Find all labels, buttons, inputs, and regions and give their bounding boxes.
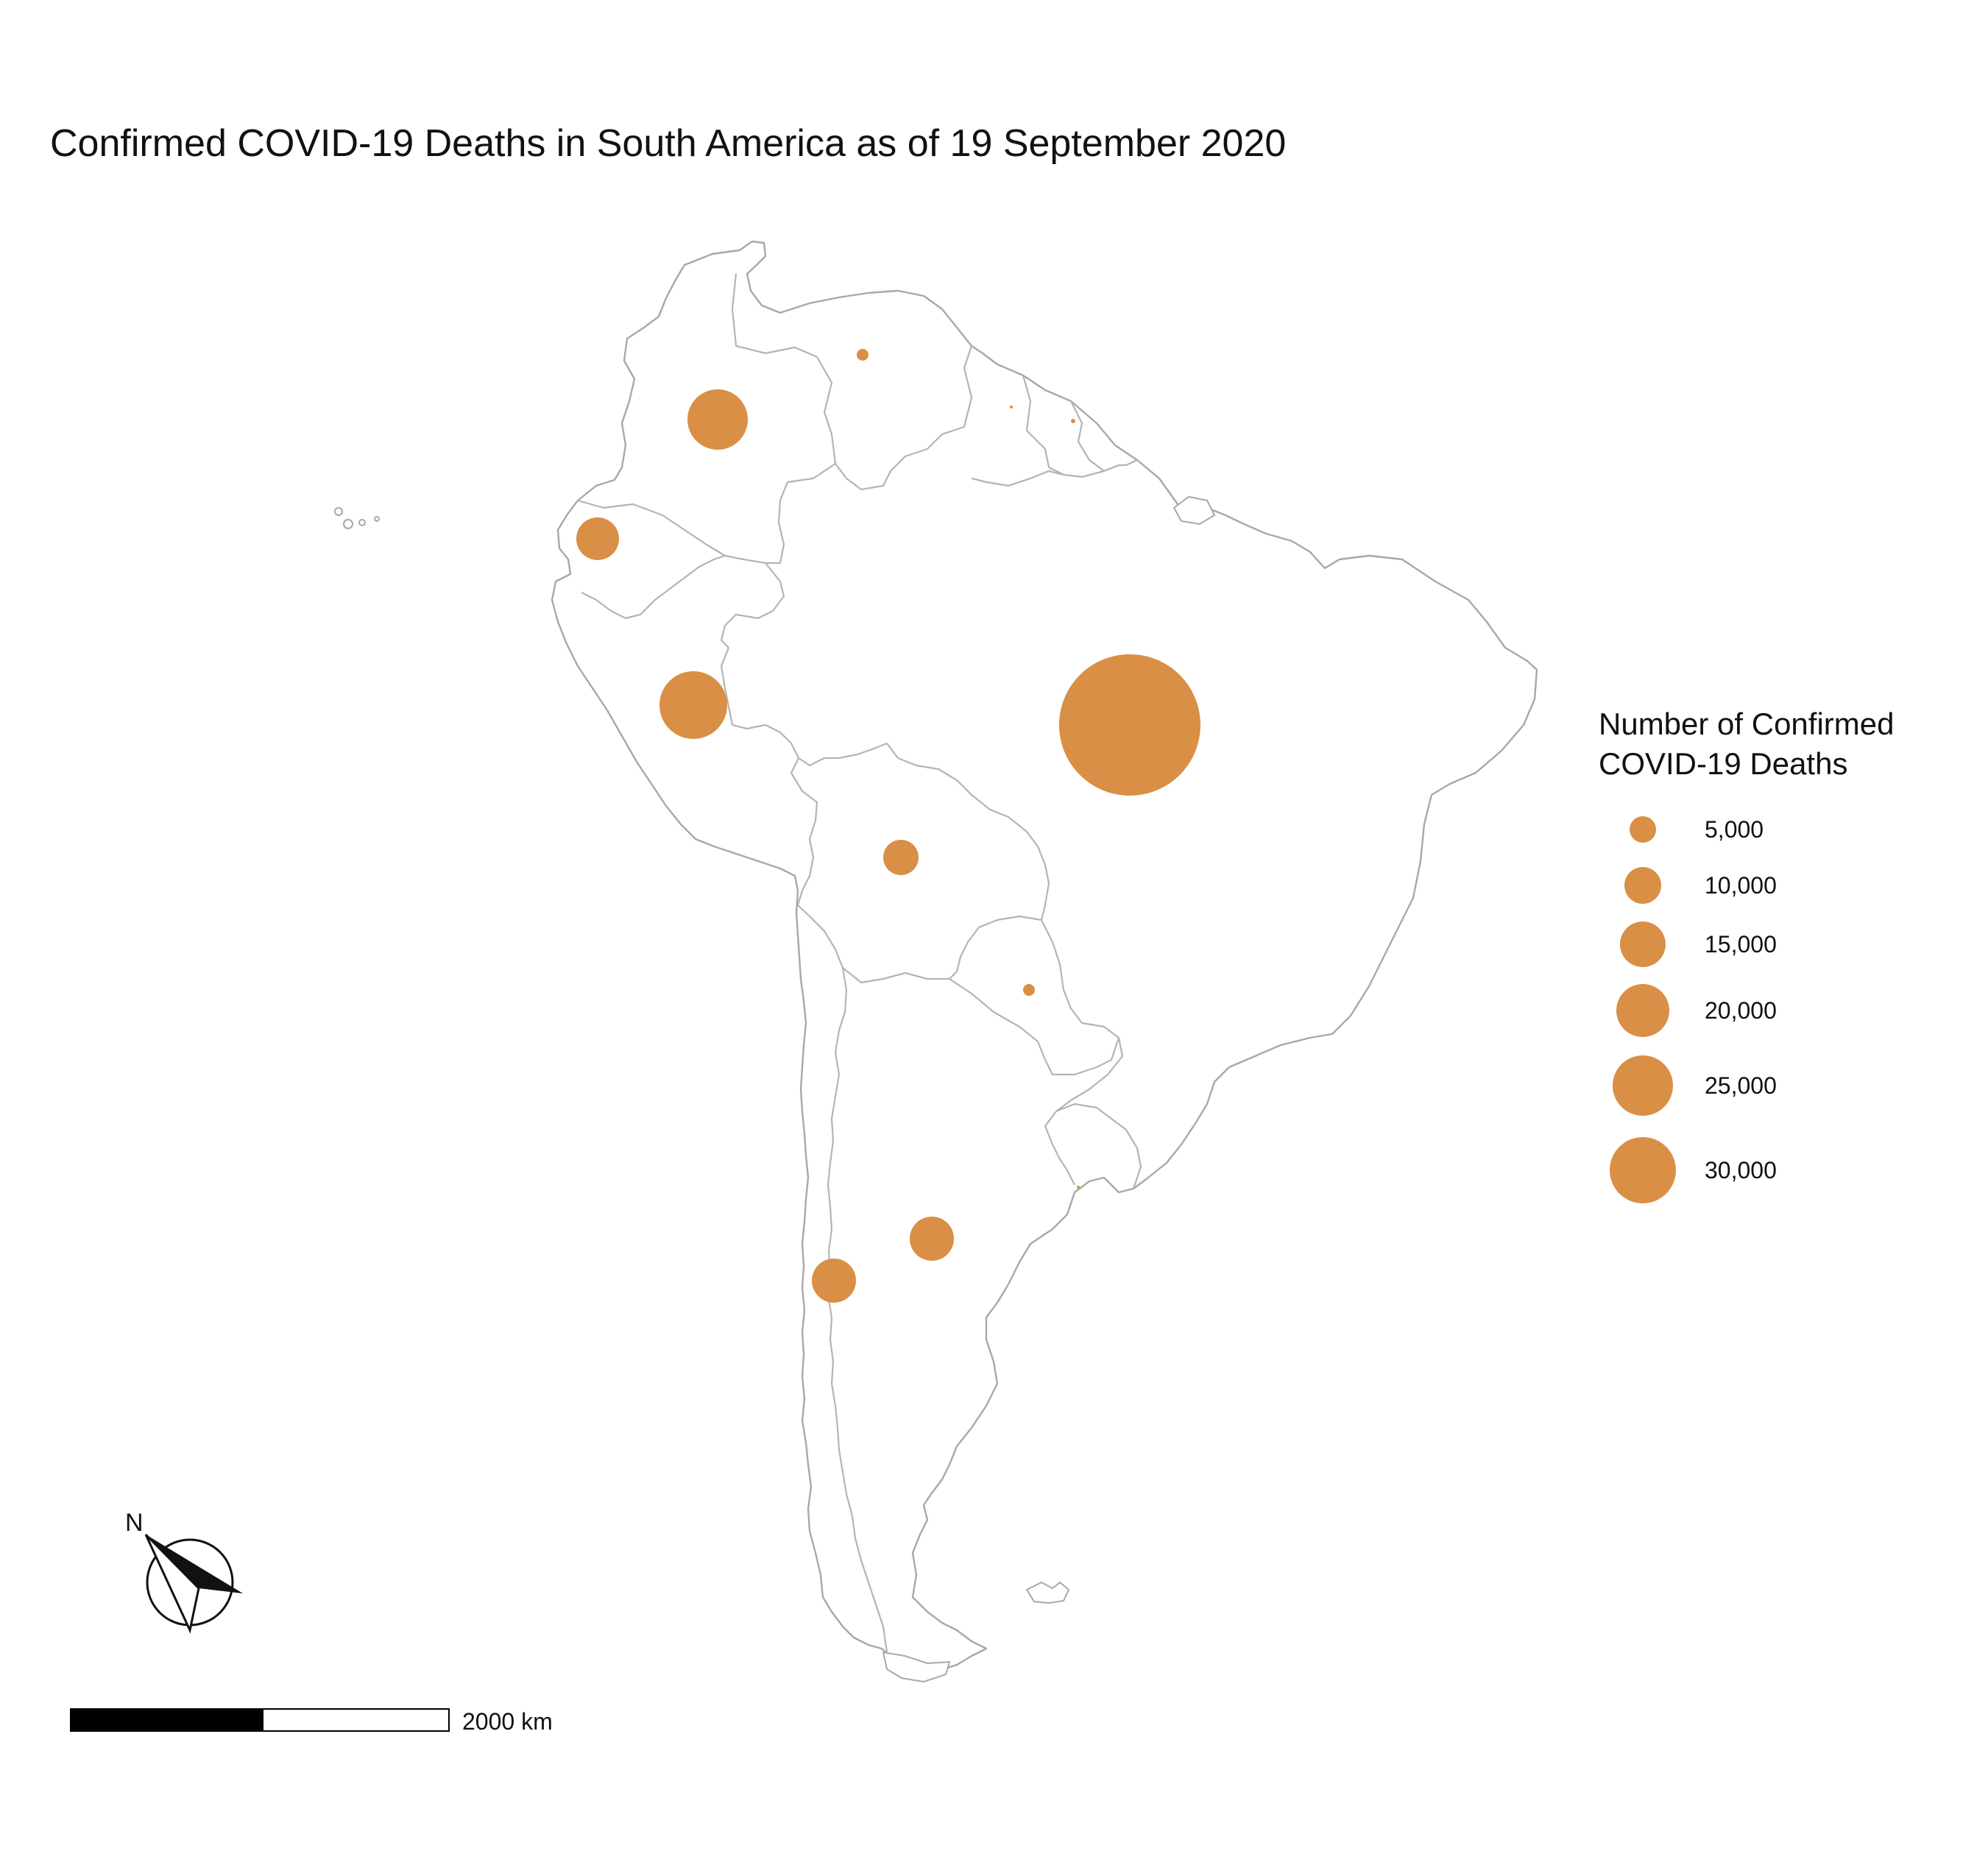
- legend-symbol-20000: [1616, 984, 1669, 1037]
- paraguay-argentina-border: [949, 978, 1120, 1076]
- bolivia-brazil-border: [886, 743, 1050, 921]
- chile-death-symbol[interactable]: [812, 1259, 856, 1303]
- fguiana-brazil-border: [971, 459, 1138, 487]
- legend: Number of Confirmed COVID-19 Deaths 5,00…: [1599, 707, 1894, 1203]
- paraguay-brazil-border: [1041, 919, 1119, 1038]
- peru-death-symbol[interactable]: [659, 671, 727, 739]
- legend-entry: 25,000: [1613, 1055, 1777, 1116]
- legend-label-20000: 20,000: [1705, 997, 1777, 1024]
- paraguay-death-symbol[interactable]: [1023, 984, 1035, 996]
- suriname-death-symbol[interactable]: [1071, 419, 1075, 423]
- brazil-death-symbol[interactable]: [1059, 654, 1200, 796]
- continent-outline: [551, 240, 1538, 1676]
- colombia-brazil-border: [765, 481, 789, 565]
- legend-entry: 10,000: [1624, 867, 1777, 904]
- uruguay-death-symbol[interactable]: [1077, 1186, 1080, 1189]
- scale-bar-light-segment: [262, 1708, 450, 1732]
- colombia-venezuela-border: [731, 273, 837, 484]
- north-arrow: N: [125, 1509, 243, 1634]
- north-arrow-tail-icon: [144, 1533, 200, 1634]
- map-title: Confirmed COVID-19 Deaths in South Ameri…: [50, 122, 1286, 165]
- legend-label-5000: 5,000: [1705, 816, 1764, 843]
- galapagos-island-4: [374, 516, 380, 522]
- ecuador-peru-border: [581, 554, 726, 620]
- marajo-island: [1172, 495, 1216, 525]
- country-symbols: [576, 349, 1200, 1303]
- galapagos-island-3: [358, 519, 366, 526]
- south-america-basemap: [334, 240, 1538, 1683]
- legend-title-line1: Number of Confirmed: [1599, 707, 1894, 741]
- colombia-death-symbol[interactable]: [687, 389, 748, 450]
- peru-bolivia-border: [790, 757, 818, 906]
- legend-label-10000: 10,000: [1705, 872, 1777, 899]
- legend-label-25000: 25,000: [1705, 1072, 1777, 1099]
- legend-title-line2: COVID-19 Deaths: [1599, 746, 1847, 781]
- legend-symbol-30000: [1610, 1137, 1676, 1203]
- legend-label-30000: 30,000: [1705, 1157, 1777, 1183]
- guyana-suriname-border: [1022, 375, 1064, 475]
- north-arrow-label: N: [125, 1509, 144, 1537]
- scale-bar: 2000 km: [70, 1708, 553, 1735]
- legend-entry: 5,000: [1630, 816, 1764, 843]
- legend-symbol-25000: [1613, 1055, 1673, 1116]
- ecuador-death-symbol[interactable]: [576, 517, 619, 560]
- bolivia-chile-argentina-border: [797, 905, 949, 984]
- legend-symbol-5000: [1630, 816, 1656, 843]
- bolivia-death-symbol[interactable]: [883, 840, 919, 875]
- galapagos-island: [334, 507, 343, 516]
- venezuela-death-symbol[interactable]: [857, 349, 869, 361]
- legend-entry: 30,000: [1610, 1137, 1777, 1203]
- peru-brazil-border: [720, 647, 888, 767]
- bolivia-paraguay-border: [949, 915, 1042, 980]
- tierra-del-fuego: [882, 1651, 951, 1683]
- country-boundaries: [577, 273, 1142, 1653]
- scale-bar-label: 2000 km: [462, 1708, 553, 1735]
- falkland-islands: [1025, 1581, 1070, 1604]
- guyana-death-symbol[interactable]: [1010, 406, 1013, 408]
- north-arrow-needle-icon: [146, 1535, 243, 1593]
- chile-argentina-border: [827, 967, 888, 1653]
- scale-bar-dark-segment: [70, 1708, 263, 1732]
- legend-entry: 20,000: [1616, 984, 1777, 1037]
- legend-symbol-15000: [1620, 921, 1666, 967]
- legend-label-15000: 15,000: [1705, 931, 1777, 958]
- argentina-death-symbol[interactable]: [910, 1217, 954, 1261]
- venezuela-guyana-border: [835, 345, 973, 491]
- legend-entry: 15,000: [1620, 921, 1777, 967]
- legend-symbol-10000: [1624, 867, 1661, 904]
- galapagos-island-2: [343, 519, 353, 529]
- uruguay-brazil-border: [1055, 1103, 1142, 1189]
